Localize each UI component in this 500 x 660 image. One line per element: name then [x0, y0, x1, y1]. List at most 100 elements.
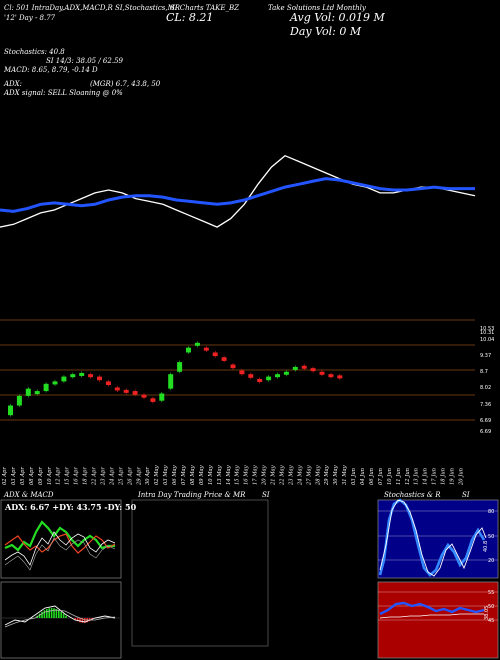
- intraday-panel: [131, 499, 269, 647]
- date-tick-label: 12 Apr: [56, 467, 62, 485]
- macd-histogram-bar-neg: [84, 618, 86, 623]
- date-tick-label: 29 May: [324, 465, 330, 486]
- candle-body: [283, 371, 289, 375]
- candle-body: [132, 391, 138, 395]
- date-tick-label: 26 Apr: [127, 467, 133, 486]
- date-tick-label: 02 Apr: [2, 467, 8, 485]
- macd-histogram-bar: [43, 610, 46, 618]
- price-tick-label: 9.37: [480, 353, 491, 359]
- date-tick-label: 28 May: [315, 465, 321, 486]
- mrsi-tick-label: 55: [488, 590, 494, 596]
- macd-histogram-bar: [53, 608, 55, 618]
- date-tick-label: 22 Apr: [92, 467, 98, 486]
- date-tick-label: 06 Jun: [369, 468, 375, 485]
- candle-body: [8, 405, 13, 416]
- candle-body: [275, 374, 280, 378]
- price-tick-label: 6.69: [480, 418, 491, 424]
- header-day-vol: Day Vol: 0 M: [290, 25, 362, 38]
- date-tick-label: 24 Apr: [109, 467, 115, 486]
- candle-body: [221, 357, 227, 361]
- macd-signal-line: [4, 609, 116, 628]
- price-tick-label: 8.02: [480, 385, 491, 391]
- date-tick-label: 03 May: [163, 465, 169, 485]
- candle-body: [88, 374, 94, 378]
- date-tick-label: 23 Apr: [100, 467, 106, 486]
- macd-histogram-bar: [60, 611, 62, 618]
- date-tick-label: 20 May: [262, 465, 268, 486]
- date-tick-label: 06 May: [172, 465, 178, 485]
- macd-histogram-bar-neg: [88, 618, 91, 622]
- candle-body: [159, 393, 165, 401]
- candle-body: [150, 398, 156, 402]
- candle-body: [70, 374, 76, 378]
- candle-body: [212, 352, 218, 357]
- date-tick-label: 16 May: [244, 465, 250, 485]
- date-tick-label: 18 Apr: [83, 467, 89, 485]
- candle-body: [114, 387, 120, 391]
- intraday-panel-title: Intra Day Trading Price & MR: [138, 491, 246, 499]
- date-tick-label: 19 Jun: [450, 468, 456, 485]
- macd-histogram-bar: [50, 608, 53, 618]
- macd-histogram-bar: [36, 615, 38, 618]
- candle-body: [230, 364, 236, 369]
- date-tick-label: 14 May: [226, 465, 232, 485]
- date-tick-label: 14 Jun: [423, 468, 429, 485]
- adx-line-2: [4, 537, 116, 571]
- date-tick-label: 08 Apr: [29, 467, 35, 485]
- date-tick-label: 10 Jun: [387, 468, 393, 485]
- candle-body: [266, 376, 272, 381]
- candle-body: [337, 375, 343, 379]
- macd-histogram-bar: [55, 608, 58, 618]
- candle-body: [319, 371, 325, 375]
- header-line2-left: '12' Day - 8.77: [4, 14, 56, 22]
- stoch-tick-label: 50: [488, 534, 494, 540]
- date-tick-label: 04 Jun: [360, 468, 366, 485]
- header-line1-right: Take Solutions Ltd Monthly: [268, 4, 366, 12]
- header-line1-mid: SI,Stochastics,MR: [115, 4, 181, 12]
- macd-histogram-bar: [65, 615, 67, 618]
- candle-body: [79, 372, 85, 376]
- adx-panel-title: ADX & MACD: [4, 491, 54, 499]
- header-line1-mid2: SI Charts TAKE_BZ: [170, 4, 239, 12]
- price-tick-label: 10.31: [480, 330, 494, 336]
- candle-body: [257, 379, 263, 382]
- date-tick-label: 20 Jun: [458, 468, 464, 486]
- date-tick-label: 27 May: [306, 465, 312, 486]
- date-tick-label: 16 Apr: [74, 467, 80, 485]
- date-tick-label: 12 Jun: [405, 468, 411, 485]
- price-tick-label: 10.53: [480, 326, 494, 332]
- macd-histogram-bar: [41, 611, 43, 618]
- date-tick-label: 29 Apr: [136, 467, 142, 486]
- macd-histogram-bar-neg: [74, 618, 76, 620]
- candle-body: [203, 347, 209, 351]
- price-tick-label: 6.69: [480, 429, 491, 435]
- candle-body: [186, 347, 191, 353]
- candle-body: [43, 383, 49, 392]
- macd-histogram-bar: [62, 613, 65, 618]
- date-tick-label: 15 Apr: [65, 467, 71, 485]
- date-tick-label: 13 May: [217, 465, 223, 485]
- date-tick-label: 07 May: [181, 465, 187, 485]
- macd-histogram-bar-neg: [81, 618, 84, 623]
- mrsi-tick-label: 45: [488, 618, 494, 624]
- header-line1-left: Cl: 501 IntraDay,ADX,MACD,R: [4, 4, 113, 12]
- date-tick-label: 15 May: [235, 465, 241, 485]
- header-avg-vol: Avg Vol: 0.019 M: [290, 11, 385, 24]
- candle-body: [328, 374, 334, 378]
- date-tick-label: 21 May: [271, 465, 277, 486]
- stoch-tick-label: 20: [488, 558, 494, 564]
- macd-histogram-bar: [38, 613, 41, 618]
- macd-panel: [0, 581, 122, 659]
- adx-values-label: ADX: 6.67 +DY: 43.75 -DY: 50: [5, 502, 137, 512]
- rsi-readout: SI 14/3: 38.05 / 62.59: [46, 57, 123, 65]
- date-tick-label: 10 Apr: [47, 467, 53, 485]
- date-tick-label: 18 Jun: [441, 468, 447, 485]
- mrsi-panel: [377, 581, 499, 659]
- date-tick-label: 08 May: [190, 465, 196, 485]
- signal-readout: ADX signal: SELL Sloaning @ 0%: [4, 89, 123, 97]
- macd-histogram-bar-neg: [76, 618, 79, 622]
- price-tick-label: 7.36: [480, 402, 491, 408]
- candle-body: [123, 389, 129, 393]
- candle-body: [248, 374, 254, 378]
